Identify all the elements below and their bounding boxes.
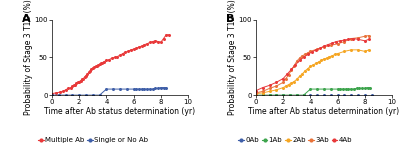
Y-axis label: Probability of Stage 3 T1D (%): Probability of Stage 3 T1D (%)	[24, 0, 33, 115]
X-axis label: Time after Ab status determination (yr): Time after Ab status determination (yr)	[44, 107, 196, 116]
Text: A: A	[22, 14, 31, 24]
Legend: 0Ab, 1Ab, 2Ab, 3Ab, 4Ab: 0Ab, 1Ab, 2Ab, 3Ab, 4Ab	[236, 134, 355, 146]
Text: B: B	[226, 14, 234, 24]
X-axis label: Time after Ab status determination (yr): Time after Ab status determination (yr)	[248, 107, 400, 116]
Y-axis label: Probability of Stage 3 T1D (%): Probability of Stage 3 T1D (%)	[228, 0, 237, 115]
Legend: Multiple Ab, Single or No Ab: Multiple Ab, Single or No Ab	[36, 134, 151, 146]
